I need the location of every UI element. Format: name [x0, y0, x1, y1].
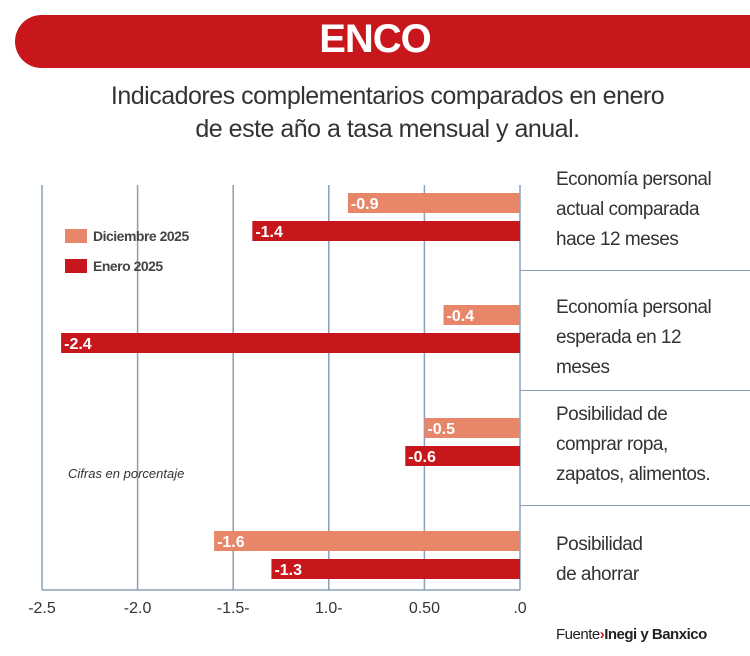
category-label: Posibilidad de comprar ropa, zapatos, alim…: [556, 400, 750, 490]
category-label-line: Economía personal: [556, 169, 712, 190]
category-separator: [520, 270, 750, 271]
x-tick-label: -1.5-: [217, 600, 250, 617]
source-name: Inegi y Banxico: [604, 626, 707, 643]
category-label: Economía personal esperada en 12 meses: [556, 293, 750, 383]
bar: [214, 531, 520, 551]
chevron-right-icon: ›: [599, 626, 605, 643]
subtitle: Indicadores complementarios comparados e…: [0, 80, 750, 146]
category-label-line: comprar ropa,: [556, 434, 668, 455]
bar: [61, 333, 521, 353]
category-separator: [520, 505, 750, 506]
subtitle-line: Indicadores complementarios comparados e…: [110, 82, 665, 110]
x-tick-label: -2.5: [28, 600, 56, 617]
bar: [443, 305, 520, 325]
bar: [405, 446, 520, 466]
data-label: -0.4: [447, 308, 475, 325]
category-label-line: de ahorrar: [556, 564, 639, 585]
data-label: -0.5: [427, 421, 455, 438]
bar: [424, 418, 520, 438]
bar: [271, 559, 520, 579]
category-label-line: zapatos, alimentos.: [556, 464, 711, 485]
category-label-line: actual comparada: [556, 199, 700, 220]
data-label: -1.4: [255, 224, 283, 241]
bar: [347, 193, 520, 213]
source-prefix: Fuente: [556, 626, 600, 643]
data-label: -1.6: [217, 534, 245, 551]
bar: [252, 221, 520, 241]
category-label-line: esperada en 12: [556, 327, 682, 348]
x-tick-label: 1.0-: [315, 600, 343, 617]
category-label-line: Economía personal: [556, 297, 712, 318]
title: ENCO: [319, 17, 432, 61]
category-label-line: hace 12 meses: [556, 229, 679, 250]
legend-swatch: [65, 229, 87, 243]
source: Fuente›Inegi y Banxico: [556, 626, 707, 643]
category-label: Economía personal actual comparada hace 12…: [556, 165, 750, 255]
legend-item-diciembre: Diciembre 2025: [65, 228, 189, 244]
category-label-line: meses: [556, 357, 610, 378]
category-label-line: Posibilidad de: [556, 404, 668, 425]
x-tick-label: 0.50: [409, 600, 440, 617]
category-label: Posibilidad de ahorrar: [556, 530, 750, 590]
subtitle-line: de este año a tasa mensual y anual.: [195, 115, 580, 143]
legend-label: Enero 2025: [93, 258, 163, 274]
x-tick-label: -2.0: [124, 600, 152, 617]
units-note: Cifras en porcentaje: [68, 466, 185, 481]
title-banner: [15, 15, 750, 68]
legend-item-enero: Enero 2025: [65, 258, 163, 274]
data-label: -0.9: [351, 196, 379, 213]
x-tick-label: .0: [513, 600, 526, 617]
legend-label: Diciembre 2025: [93, 228, 189, 244]
category-separator: [520, 390, 750, 391]
data-label: -2.4: [64, 336, 92, 353]
legend-swatch: [65, 259, 87, 273]
data-label: -0.6: [408, 449, 436, 466]
data-label: -1.3: [274, 562, 302, 579]
category-label-line: Posibilidad: [556, 534, 643, 555]
